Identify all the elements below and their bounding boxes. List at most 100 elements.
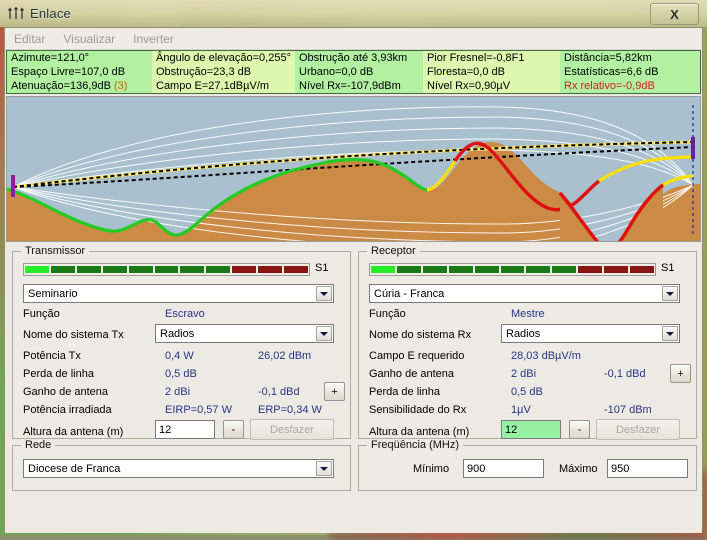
rede-title: Rede (21, 439, 55, 451)
rx-seg-8 (552, 266, 576, 273)
info-obstrucao-distancia: Obstrução até 3,93km (295, 51, 423, 65)
rx-altura-label: Altura da antena (m) (369, 426, 469, 438)
rx-seg-2 (397, 266, 421, 273)
info-rx-relativo: Rx relativo=-0,9dB (560, 79, 696, 93)
antenna-icon (8, 7, 24, 21)
rx-sistema-combo[interactable]: Radios (501, 324, 680, 343)
frequencia-title: Freqüência (MHz) (367, 439, 463, 451)
chevron-down-icon[interactable] (662, 286, 678, 301)
info-elevacao: Ângulo de elevação=0,255° (152, 51, 295, 65)
menu-bar: Editar Visualizar Inverter (5, 29, 702, 50)
info-pior-fresnel: Pior Fresnel=-0,8F1 (423, 51, 560, 65)
chevron-down-icon[interactable] (316, 286, 332, 301)
tx-seg-8 (206, 266, 230, 273)
menu-item-visualizar[interactable]: Visualizar (54, 31, 124, 47)
chevron-down-icon[interactable] (662, 326, 678, 341)
info-atenuacao-text: Atenuação=136,9dB (11, 79, 111, 93)
close-button[interactable]: X (650, 3, 699, 25)
rx-site-value: Cúria - Franca (374, 288, 444, 300)
rx-sistema-label: Nome do sistema Rx (369, 329, 471, 341)
rx-seg-4 (449, 266, 473, 273)
tx-sistema-combo[interactable]: Radios (155, 324, 334, 343)
info-estatisticas: Estatísticas=6,6 dB (560, 65, 696, 79)
rx-sensibilidade-label: Sensibilidade do Rx (369, 404, 466, 416)
tx-gain-plus-button[interactable]: + (324, 382, 345, 401)
tx-seg-10 (258, 266, 282, 273)
rede-group: Rede Diocese de Franca (12, 445, 351, 491)
rx-gain-plus-button[interactable]: + (670, 364, 691, 383)
rx-signal-label: S1 (661, 262, 674, 274)
tx-undo-button[interactable]: Desfazer (250, 419, 334, 440)
tx-seg-7 (180, 266, 204, 273)
tx-seg-5 (129, 266, 153, 273)
info-floresta: Floresta=0,0 dB (423, 65, 560, 79)
rx-seg-6 (501, 266, 525, 273)
rx-undo-button[interactable]: Desfazer (596, 419, 680, 440)
rx-height-minus-button[interactable]: - (569, 420, 590, 439)
tx-perda-v1: 0,5 dB (165, 368, 197, 380)
info-campo-e: Campo E=27,1dBµV/m (152, 79, 295, 93)
frequencia-min-input[interactable]: 900 (463, 459, 544, 478)
tx-site-value: Seminario (28, 288, 78, 300)
tx-antenna-height-input[interactable]: 12 (155, 420, 215, 439)
tx-sistema-value: Radios (160, 328, 194, 340)
rx-antenna-height-input[interactable]: 12 (501, 420, 561, 439)
rx-funcao-value: Mestre (511, 308, 545, 320)
info-obstrucao-db: Obstrução=23,3 dB (152, 65, 295, 79)
tx-seg-6 (155, 266, 179, 273)
tx-site-combo[interactable]: Seminario (23, 284, 334, 303)
rx-ganho-label: Ganho de antena (369, 368, 454, 380)
status-strip (5, 525, 702, 533)
menu-item-inverter[interactable]: Inverter (124, 31, 183, 47)
info-distancia: Distância=5,82km (560, 51, 696, 65)
frequencia-min-label: Mínimo (413, 463, 449, 475)
tx-potencia-v2: 26,02 dBm (258, 350, 311, 362)
rx-perda-v1: 0,5 dB (511, 386, 543, 398)
frequencia-max-input[interactable]: 950 (607, 459, 688, 478)
rx-ganho-v1: 2 dBi (511, 368, 536, 380)
tx-height-minus-button[interactable]: - (223, 420, 244, 439)
rx-sensibilidade-v1: 1µV (511, 404, 531, 416)
tx-seg-3 (77, 266, 101, 273)
menu-item-editar[interactable]: Editar (5, 31, 54, 47)
rede-value: Diocese de Franca (28, 463, 120, 475)
tx-perda-label: Perda de linha (23, 368, 94, 380)
info-urbano: Urbano=0,0 dB (295, 65, 423, 79)
link-summary-grid: Azimute=121,0° Ângulo de elevação=0,255°… (6, 50, 701, 94)
tx-irradiada-v1: EIRP=0,57 W (165, 404, 232, 416)
rede-combo[interactable]: Diocese de Franca (23, 459, 334, 478)
chevron-down-icon[interactable] (316, 461, 332, 476)
info-nivel-rx-uv: Nível Rx=0,90µV (423, 79, 560, 93)
rx-perda-label: Perda de linha (369, 386, 440, 398)
rx-ganho-v2: -0,1 dBd (604, 368, 646, 380)
tx-irradiada-label: Potência irradiada (23, 404, 112, 416)
rx-campoe-v1: 28,03 dBµV/m (511, 350, 581, 362)
tx-seg-9 (232, 266, 256, 273)
window-title: Enlace (30, 6, 71, 21)
window-titlebar[interactable]: Enlace X (0, 0, 707, 27)
frequencia-group: Freqüência (MHz) Mínimo 900 Máximo 950 (358, 445, 697, 491)
info-atenuacao: Atenuação=136,9dB (3) (7, 79, 152, 93)
tx-irradiada-v2: ERP=0,34 W (258, 404, 322, 416)
info-azimute: Azimute=121,0° (7, 51, 152, 65)
rx-seg-9 (578, 266, 602, 273)
chevron-down-icon[interactable] (316, 326, 332, 341)
tx-seg-11 (284, 266, 308, 273)
rx-campoe-label: Campo E requerido (369, 350, 464, 362)
rx-seg-1 (371, 266, 395, 273)
rx-signal-bar (369, 263, 656, 276)
terrain-profile-chart[interactable] (6, 96, 701, 242)
rx-site-combo[interactable]: Cúria - Franca (369, 284, 680, 303)
rx-sistema-value: Radios (506, 328, 540, 340)
tx-ganho-v1: 2 dBi (165, 386, 190, 398)
tx-seg-1 (25, 266, 49, 273)
tx-seg-2 (51, 266, 75, 273)
transmissor-title: Transmissor (21, 245, 89, 257)
tx-funcao-label: Função (23, 308, 60, 320)
rx-seg-3 (423, 266, 447, 273)
tx-ganho-v2: -0,1 dBd (258, 386, 300, 398)
tx-signal-meter (23, 263, 310, 276)
tx-potencia-v1: 0,4 W (165, 350, 194, 362)
tx-signal-bar (23, 263, 310, 276)
